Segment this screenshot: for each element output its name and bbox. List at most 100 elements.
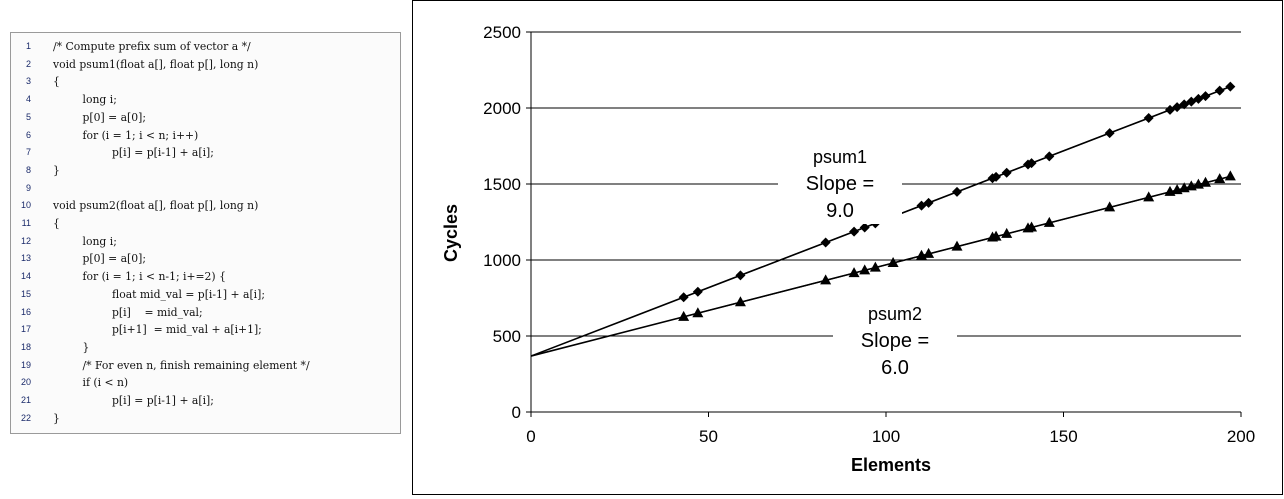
psum1-point: [859, 222, 870, 233]
line-number: 22: [20, 412, 31, 423]
line-number: 21: [20, 395, 31, 405]
psum2-point: [1026, 221, 1038, 232]
code-text: if (i < n): [82, 376, 129, 390]
psum2-point: [1200, 176, 1211, 187]
psum2-point: [734, 296, 746, 307]
line-number: 16: [20, 306, 31, 317]
line-number: 20: [20, 377, 31, 388]
axes: 0 500 1000 1500 2000 2500 0 50 100 150 200: [483, 23, 1255, 446]
psum2-point: [951, 240, 963, 251]
line-number: 6: [25, 129, 31, 140]
psum2-point: [990, 230, 1002, 241]
psum2-annotation-slope-value: 6.0: [881, 357, 909, 379]
line-number: 12: [20, 235, 31, 246]
code-text: }: [82, 340, 90, 354]
psum2-annotation-slope-label: Slope =: [861, 330, 929, 352]
psum2-point: [859, 264, 871, 275]
psum1-point: [1104, 128, 1115, 139]
line-number: 10: [20, 200, 31, 211]
psum1-point: [1186, 96, 1197, 107]
psum2-point: [887, 257, 899, 268]
code-text: void psum1(float a[], float p[], long n): [53, 57, 259, 71]
psum2-point: [1104, 201, 1116, 212]
psum1-point: [1026, 158, 1037, 169]
psum1-point: [678, 292, 689, 303]
y-tick-label: 500: [493, 327, 521, 346]
psum2-annotation-name: psum2: [868, 304, 922, 324]
code-text: /* Compute prefix sum of vector a */: [53, 40, 251, 53]
psum2-annotation-box: [833, 299, 957, 381]
psum2-point: [678, 310, 690, 321]
code-text: {: [53, 217, 60, 230]
line-number: 19: [20, 359, 31, 370]
code-text: void psum2(float a[], float p[], long n): [53, 199, 259, 213]
psum1-annotation-box: [778, 142, 902, 224]
code-text: for (i = 1; i < n; i++): [82, 128, 199, 142]
psum1-point: [1001, 167, 1012, 178]
psum1-point: [1225, 81, 1236, 92]
line-number: 13: [20, 253, 31, 264]
chart-svg: 0 500 1000 1500 2000 2500 0 50 100 150 200 psum1 Sl…: [441, 23, 1255, 475]
psum2-point: [1043, 216, 1055, 227]
code-text: }: [53, 411, 60, 425]
y-tick-label: 1500: [483, 175, 521, 194]
code-text: }: [53, 163, 60, 177]
code-text: /* For even n, finish remaining element …: [82, 358, 310, 372]
y-tick-label: 2500: [483, 23, 521, 42]
x-axis-label: Elements: [851, 455, 931, 475]
line-number: 4: [25, 94, 31, 105]
line-number: 15: [20, 288, 31, 299]
code-text: p[0] = a[0];: [82, 110, 147, 124]
code-text: {: [53, 75, 60, 89]
line-number: 8: [25, 164, 31, 175]
psum2-point: [1001, 227, 1013, 238]
y-tick-label: 2000: [483, 99, 521, 118]
line-number: 17: [20, 324, 31, 335]
x-tick-label: 200: [1227, 427, 1255, 446]
line-number: 5: [25, 111, 31, 122]
line-number: 11: [21, 218, 31, 228]
code-listing: 1 /* Compute prefix sum of vector a */ 2 vo…: [10, 32, 401, 434]
psum1-point: [849, 226, 860, 237]
code-text: long i;: [82, 93, 117, 107]
annotations: psum1 Slope = 9.0 psum2 Slope = 6.0: [778, 142, 957, 381]
psum2-point: [1143, 191, 1155, 202]
psum2-point: [1214, 173, 1226, 184]
psum1-point: [820, 237, 831, 248]
psum2-point: [820, 274, 832, 285]
psum2-point: [1224, 170, 1236, 181]
psum2-point: [923, 247, 935, 258]
psum2-point: [692, 307, 704, 318]
code-text: p[i] = p[i-1] + a[i];: [112, 146, 214, 160]
y-axis-label: Cycles: [441, 204, 461, 262]
code-text: p[0] = a[0];: [82, 252, 147, 266]
x-tick-label: 150: [1049, 427, 1077, 446]
psum1-point: [991, 171, 1002, 182]
line-number: 18: [20, 341, 31, 352]
x-tick-label: 50: [699, 427, 718, 446]
line-number: 14: [20, 271, 31, 282]
psum1-point: [1200, 91, 1211, 102]
psum1-point: [735, 270, 746, 281]
x-tick-label: 0: [526, 427, 535, 446]
line-number: 9: [25, 182, 31, 193]
code-text: float mid_val = p[i-1] + a[i];: [112, 287, 265, 301]
line-number: 2: [25, 58, 31, 69]
cycles-chart: 0 500 1000 1500 2000 2500 0 50 100 150 200 psum1 Sl…: [412, 0, 1283, 495]
code-text: p[i] = p[i-1] + a[i];: [112, 394, 214, 407]
code-text: long i;: [82, 234, 117, 248]
psum1-point: [1044, 151, 1055, 162]
psum2-point: [869, 261, 881, 272]
code-text: for (i = 1; i < n-1; i+=2) {: [82, 270, 226, 284]
psum1-annotation-slope-value: 9.0: [826, 200, 854, 222]
line-number: 3: [25, 76, 31, 87]
psum1-annotation-name: psum1: [813, 147, 867, 167]
psum1-point: [952, 186, 962, 197]
code-text: p[i] = mid_val;: [112, 305, 203, 319]
psum1-point: [1214, 85, 1225, 96]
psum1-point: [1143, 113, 1154, 124]
line-number: 7: [25, 147, 31, 158]
y-tick-label: 1000: [483, 251, 521, 270]
psum1-point: [923, 197, 934, 208]
line-number: 1: [25, 41, 31, 51]
